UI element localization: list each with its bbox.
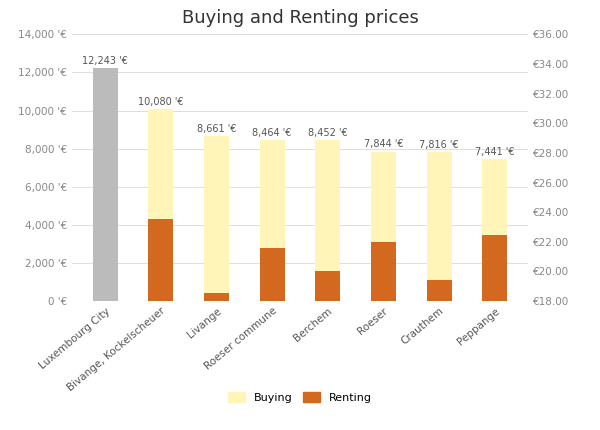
Text: 8,464 '€: 8,464 '€ [253,128,292,138]
Bar [316,271,340,301]
Bar [260,248,284,301]
Bar [204,136,229,293]
Bar [482,235,507,301]
Legend: Buying, Renting: Buying, Renting [224,388,376,407]
Bar [427,152,452,280]
Bar [316,140,340,271]
Text: 7,844 '€: 7,844 '€ [364,139,403,149]
Text: 7,816 '€: 7,816 '€ [419,140,459,150]
Bar [148,109,173,219]
Bar [371,152,396,242]
Bar [260,140,284,248]
Title: Buying and Renting prices: Buying and Renting prices [182,9,418,27]
Text: 10,080 '€: 10,080 '€ [138,97,184,107]
Text: 7,441 '€: 7,441 '€ [475,147,515,157]
Bar [371,242,396,301]
Bar [427,280,452,301]
Text: 8,452 '€: 8,452 '€ [308,128,347,138]
Text: 8,661 '€: 8,661 '€ [197,124,236,134]
Bar [204,293,229,301]
Bar [93,68,118,301]
Bar [482,159,507,235]
Text: 12,243 '€: 12,243 '€ [82,55,128,65]
Bar [148,219,173,301]
